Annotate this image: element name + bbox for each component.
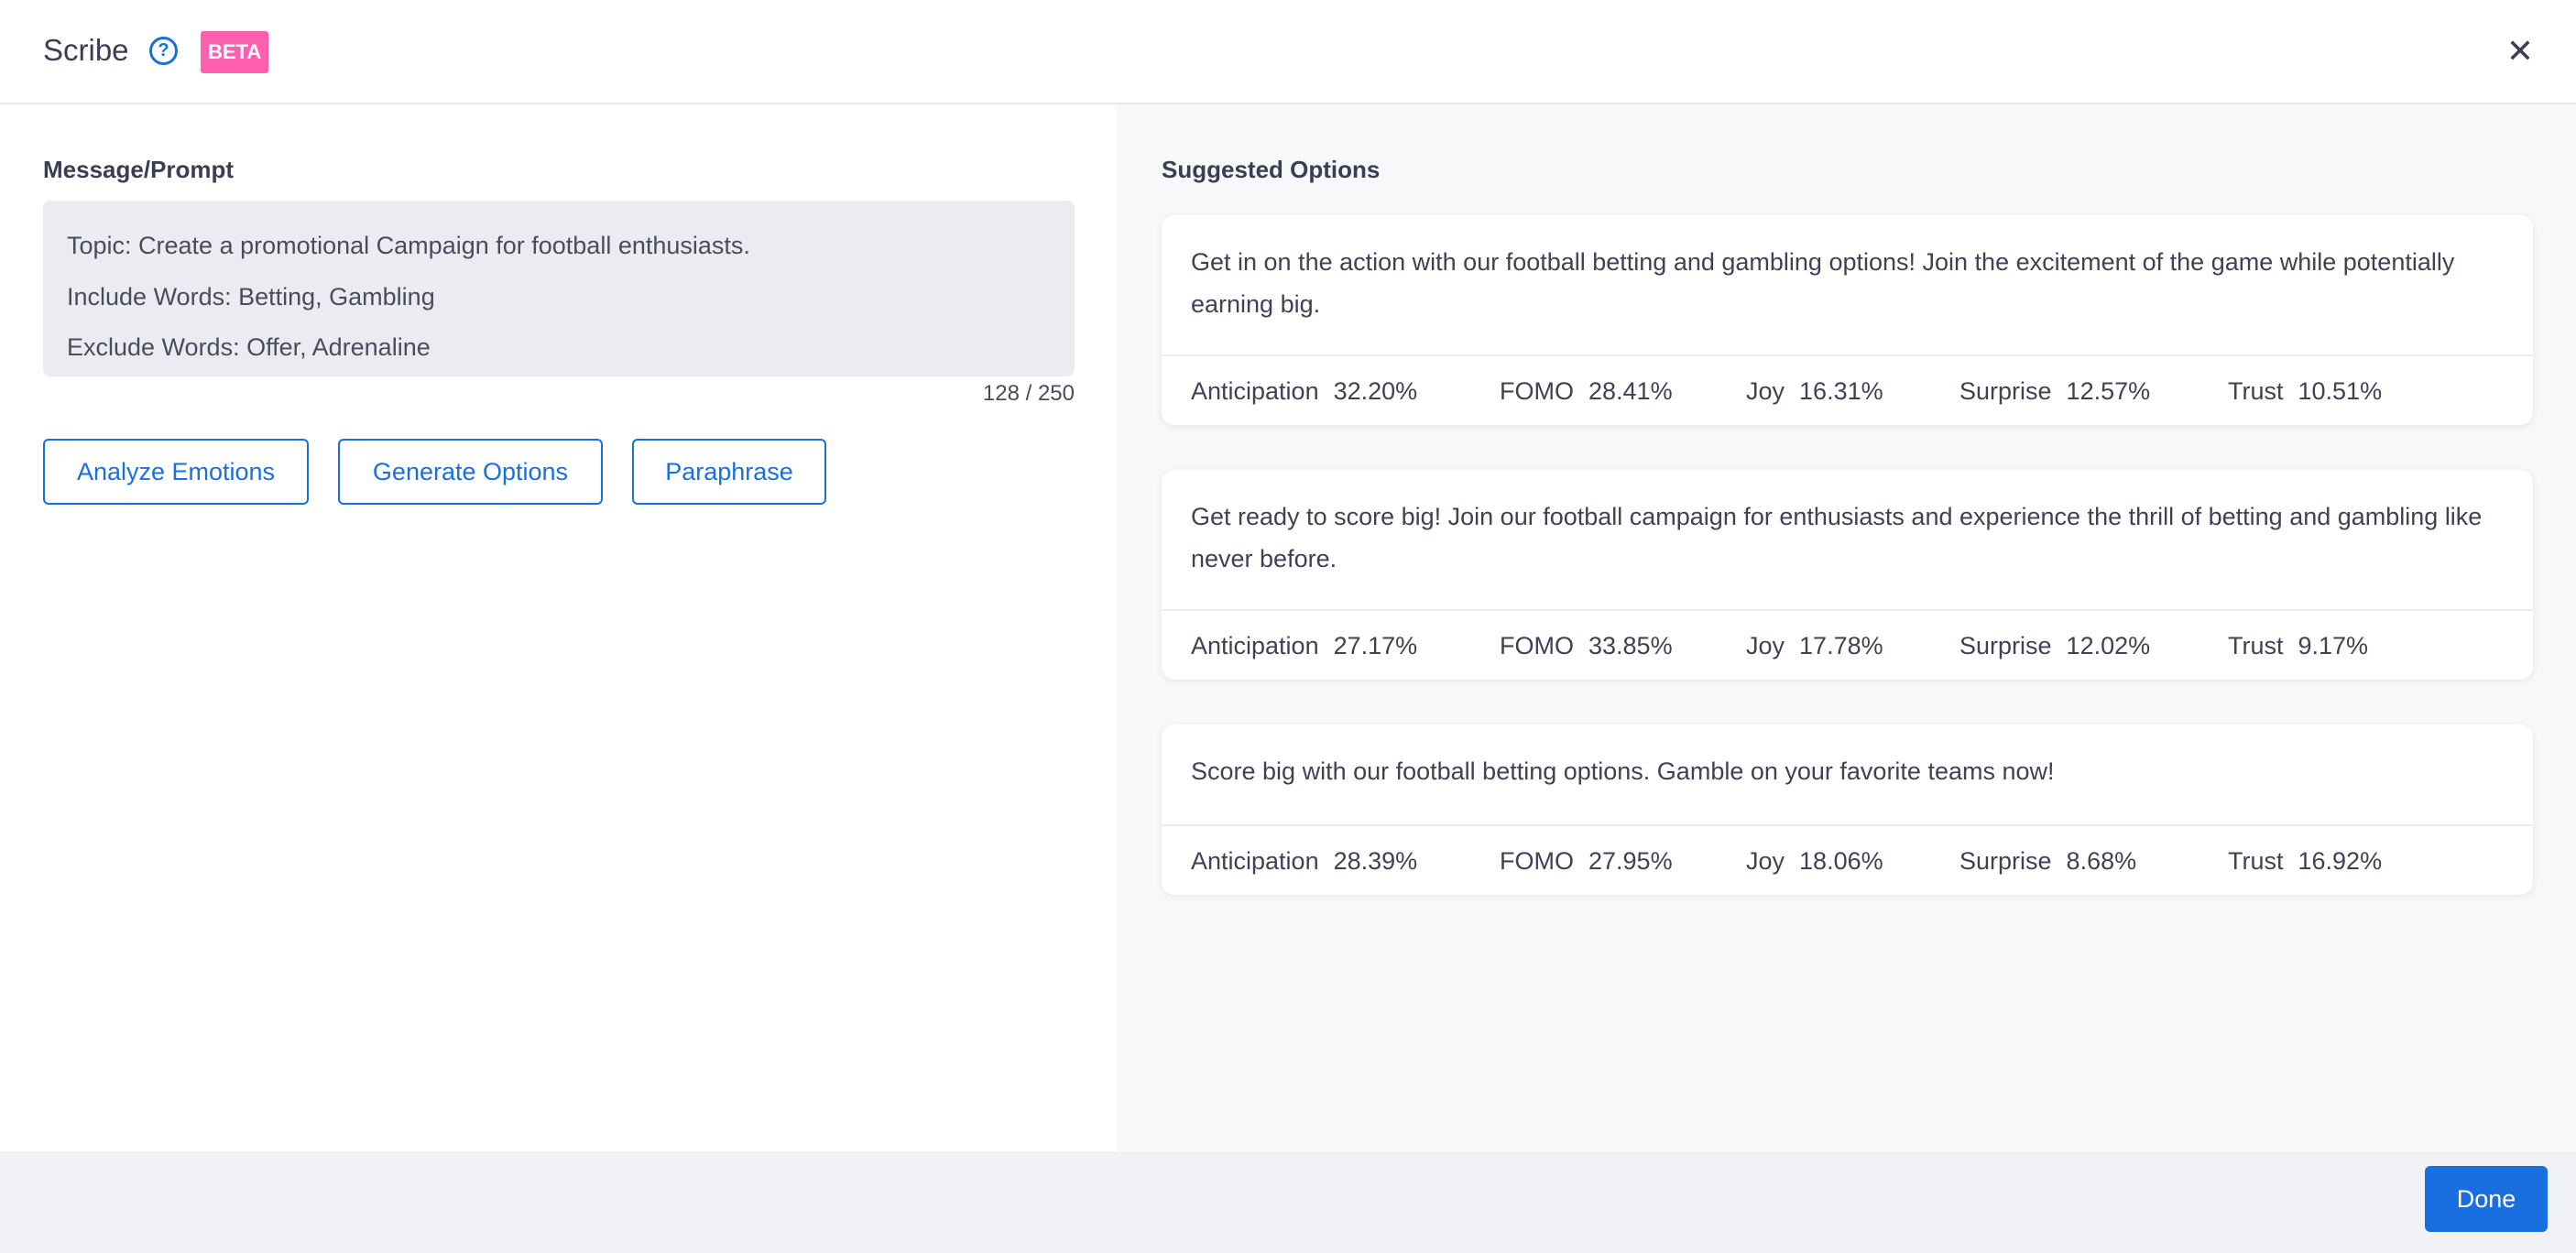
emotion-value: 17.78% (1799, 632, 1883, 659)
close-icon[interactable]: ✕ (2505, 32, 2535, 70)
emotion-metric: Trust 9.17% (2228, 611, 2368, 681)
emotion-name: Surprise (1959, 377, 2052, 405)
suggestion-text: Score big with our football betting opti… (1191, 757, 2055, 785)
prompt-textarea[interactable]: Topic: Create a promotional Campaign for… (43, 201, 1075, 376)
emotion-value: 18.06% (1799, 847, 1883, 875)
emotion-name: Joy (1746, 377, 1785, 405)
emotion-value: 28.41% (1588, 377, 1673, 405)
emotion-name: FOMO (1500, 377, 1574, 405)
suggestion-card[interactable]: Get ready to score big! Join our footbal… (1162, 470, 2533, 680)
question-circle-icon[interactable]: ? (149, 37, 178, 65)
emotion-name: Trust (2228, 847, 2284, 875)
emotion-name: FOMO (1500, 632, 1574, 659)
prompt-line: Include Words: Betting, Gambling (67, 282, 435, 311)
emotion-metrics: Anticipation 27.17% FOMO 33.85% Joy 17.78% Sur… (1162, 609, 2533, 680)
emotion-metrics: Anticipation 32.20% FOMO 28.41% Joy 16.31% Sur… (1162, 354, 2533, 425)
emotion-name: Surprise (1959, 632, 2052, 659)
suggestions-panel: Suggested Options Get in on the action w… (1117, 104, 2576, 1151)
beta-badge: BETA (201, 31, 269, 73)
suggestions-label: Suggested Options (1162, 156, 1381, 183)
emotion-name: Joy (1746, 847, 1785, 875)
emotion-value: 32.20% (1333, 377, 1418, 405)
modal-header: Scribe ? BETA ✕ (0, 0, 2576, 104)
character-counter: 128 / 250 (982, 381, 1075, 406)
emotion-name: Trust (2228, 632, 2284, 659)
emotion-metric: FOMO 28.41% (1500, 356, 1673, 427)
emotion-name: Anticipation (1191, 377, 1319, 405)
emotion-value: 16.92% (2298, 847, 2383, 875)
emotion-value: 33.85% (1588, 632, 1673, 659)
emotion-value: 28.39% (1333, 847, 1418, 875)
analyze-emotions-button[interactable]: Analyze Emotions (43, 439, 309, 505)
emotion-metric: Surprise 12.02% (1959, 611, 2150, 681)
done-button[interactable]: Done (2425, 1166, 2548, 1232)
prompt-line: Exclude Words: Offer, Adrenaline (67, 333, 431, 361)
emotion-metrics: Anticipation 28.39% FOMO 27.95% Joy 18.06% Sur… (1162, 824, 2533, 895)
emotion-metric: Trust 10.51% (2228, 356, 2382, 427)
emotion-metric: FOMO 33.85% (1500, 611, 1673, 681)
prompt-label: Message/Prompt (43, 156, 235, 183)
emotion-value: 27.95% (1588, 847, 1673, 875)
emotion-name: FOMO (1500, 847, 1574, 875)
emotion-value: 12.57% (2066, 377, 2151, 405)
emotion-metric: Joy 18.06% (1746, 826, 1883, 897)
emotion-metric: FOMO 27.95% (1500, 826, 1673, 897)
emotion-metric: Surprise 8.68% (1959, 826, 2136, 897)
emotion-metric: Anticipation 27.17% (1191, 611, 1417, 681)
suggestion-card[interactable]: Get in on the action with our football b… (1162, 215, 2533, 425)
emotion-value: 16.31% (1799, 377, 1883, 405)
modal-title: Scribe (43, 33, 129, 67)
emotion-name: Trust (2228, 377, 2284, 405)
emotion-metric: Anticipation 28.39% (1191, 826, 1417, 897)
emotion-metric: Joy 17.78% (1746, 611, 1883, 681)
emotion-value: 12.02% (2066, 632, 2151, 659)
emotion-name: Joy (1746, 632, 1785, 659)
emotion-metric: Surprise 12.57% (1959, 356, 2150, 427)
suggestion-text: Get in on the action with our football b… (1191, 248, 2455, 318)
emotion-value: 10.51% (2298, 377, 2383, 405)
emotion-value: 27.17% (1333, 632, 1418, 659)
generate-options-button[interactable]: Generate Options (338, 439, 603, 505)
emotion-value: 9.17% (2298, 632, 2369, 659)
emotion-name: Anticipation (1191, 632, 1319, 659)
emotion-metric: Trust 16.92% (2228, 826, 2382, 897)
emotion-metric: Joy 16.31% (1746, 356, 1883, 427)
emotion-name: Anticipation (1191, 847, 1319, 875)
paraphrase-button[interactable]: Paraphrase (632, 439, 826, 505)
emotion-name: Surprise (1959, 847, 2052, 875)
suggestion-text: Get ready to score big! Join our footbal… (1191, 503, 2483, 572)
modal-footer: Done (0, 1151, 2576, 1253)
prompt-panel: Message/Prompt Topic: Create a promotion… (0, 104, 1117, 1151)
prompt-line: Topic: Create a promotional Campaign for… (67, 232, 750, 259)
emotion-value: 8.68% (2066, 847, 2137, 875)
suggestion-card[interactable]: Score big with our football betting opti… (1162, 725, 2533, 895)
emotion-metric: Anticipation 32.20% (1191, 356, 1417, 427)
